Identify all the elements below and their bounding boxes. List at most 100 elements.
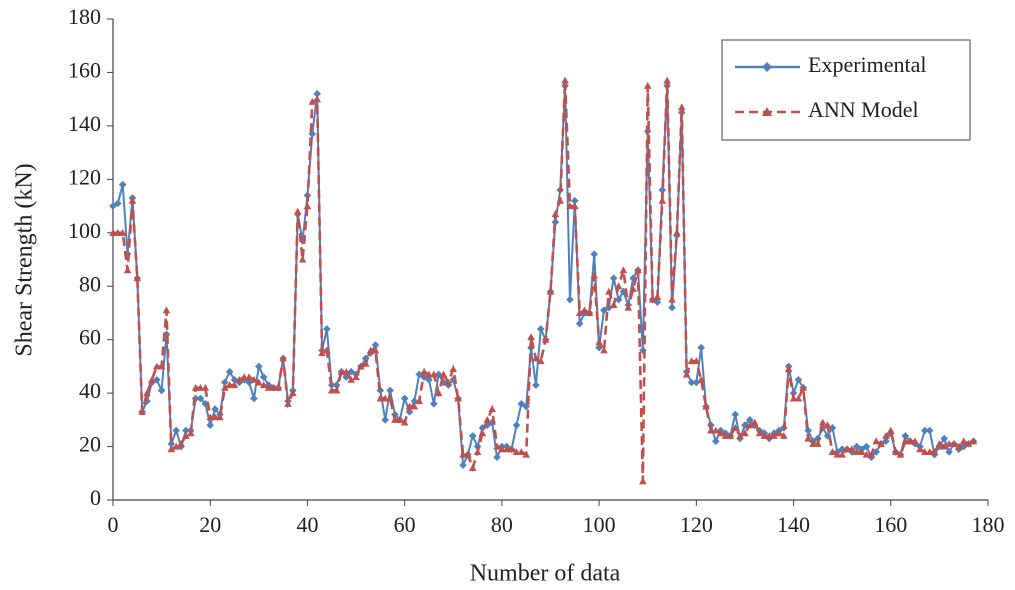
data-point (434, 389, 443, 397)
data-point (707, 426, 715, 434)
data-point (634, 266, 642, 274)
data-point (182, 426, 190, 435)
data-point (862, 450, 871, 458)
data-point (872, 448, 880, 456)
data-point (527, 333, 535, 341)
data-point (245, 378, 253, 387)
data-point (692, 378, 701, 387)
data-point (609, 301, 618, 308)
x-tick-label: 40 (296, 512, 318, 537)
data-point (575, 309, 584, 316)
data-point (410, 402, 419, 410)
data-point (430, 370, 438, 378)
data-point (245, 373, 253, 381)
y-tick-label: 0 (90, 485, 101, 510)
data-point (590, 250, 599, 258)
data-point (571, 202, 579, 210)
data-point (906, 437, 915, 445)
data-point (357, 362, 365, 370)
data-point (143, 389, 151, 397)
data-point (430, 400, 438, 408)
data-point (157, 386, 166, 395)
data-point (478, 424, 487, 432)
data-point (211, 413, 219, 421)
data-point (561, 76, 569, 84)
data-point (517, 400, 526, 408)
data-point (235, 375, 244, 383)
data-point (940, 434, 949, 443)
data-point (177, 440, 185, 447)
data-point (668, 295, 676, 303)
data-point (279, 354, 287, 362)
data-point (921, 448, 929, 455)
data-point (711, 426, 720, 434)
data-point (323, 346, 331, 354)
data-point (935, 440, 944, 447)
data-point (425, 370, 433, 378)
y-tick-label: 20 (79, 432, 101, 457)
data-point (585, 309, 594, 316)
data-point (945, 440, 953, 447)
data-point (313, 95, 321, 103)
data-point (133, 274, 142, 282)
data-point (848, 445, 856, 453)
data-point (546, 287, 555, 295)
x-tick-label: 80 (491, 512, 513, 537)
data-point (318, 349, 326, 357)
data-point (736, 432, 744, 439)
data-point (609, 274, 618, 283)
data-point (293, 207, 302, 215)
data-point (454, 394, 462, 402)
data-point (498, 445, 506, 453)
data-point (590, 271, 599, 279)
data-point (673, 228, 681, 236)
data-point (867, 450, 876, 458)
data-point (794, 394, 803, 402)
data-point (551, 210, 560, 218)
data-point (459, 461, 467, 470)
data-point (148, 375, 156, 383)
data-point (410, 397, 419, 405)
data-point (439, 370, 448, 378)
data-point (541, 335, 550, 343)
data-point (959, 437, 968, 445)
data-point (327, 386, 336, 394)
data-point (862, 442, 871, 451)
data-point (352, 373, 360, 381)
data-point (648, 295, 657, 303)
data-point (614, 282, 623, 290)
data-point (716, 429, 725, 437)
data-point (400, 394, 409, 403)
data-point (361, 354, 370, 363)
y-axis-title: Shear Strength (kN) (12, 163, 38, 356)
data-point (225, 381, 234, 389)
data-point (687, 357, 696, 365)
data-point (289, 389, 297, 397)
data-point (600, 346, 608, 354)
data-point (157, 362, 166, 370)
data-point (663, 76, 671, 84)
data-point (323, 325, 331, 333)
data-point (687, 378, 696, 387)
y-tick-label: 160 (68, 57, 101, 82)
data-point (196, 394, 205, 403)
data-point (536, 357, 545, 365)
data-point (896, 450, 905, 458)
x-tick-label: 100 (583, 512, 616, 537)
data-point (162, 306, 171, 314)
data-point (765, 432, 774, 439)
data-point (643, 82, 652, 89)
data-point (775, 429, 783, 437)
data-point (789, 394, 798, 402)
data-point (298, 236, 307, 245)
data-point (138, 408, 146, 415)
x-tick-label: 20 (199, 512, 221, 537)
data-point (342, 373, 351, 381)
data-point (901, 432, 910, 440)
data-point (308, 98, 317, 105)
data-point (512, 448, 521, 455)
data-point (760, 432, 769, 439)
data-point (653, 298, 662, 307)
